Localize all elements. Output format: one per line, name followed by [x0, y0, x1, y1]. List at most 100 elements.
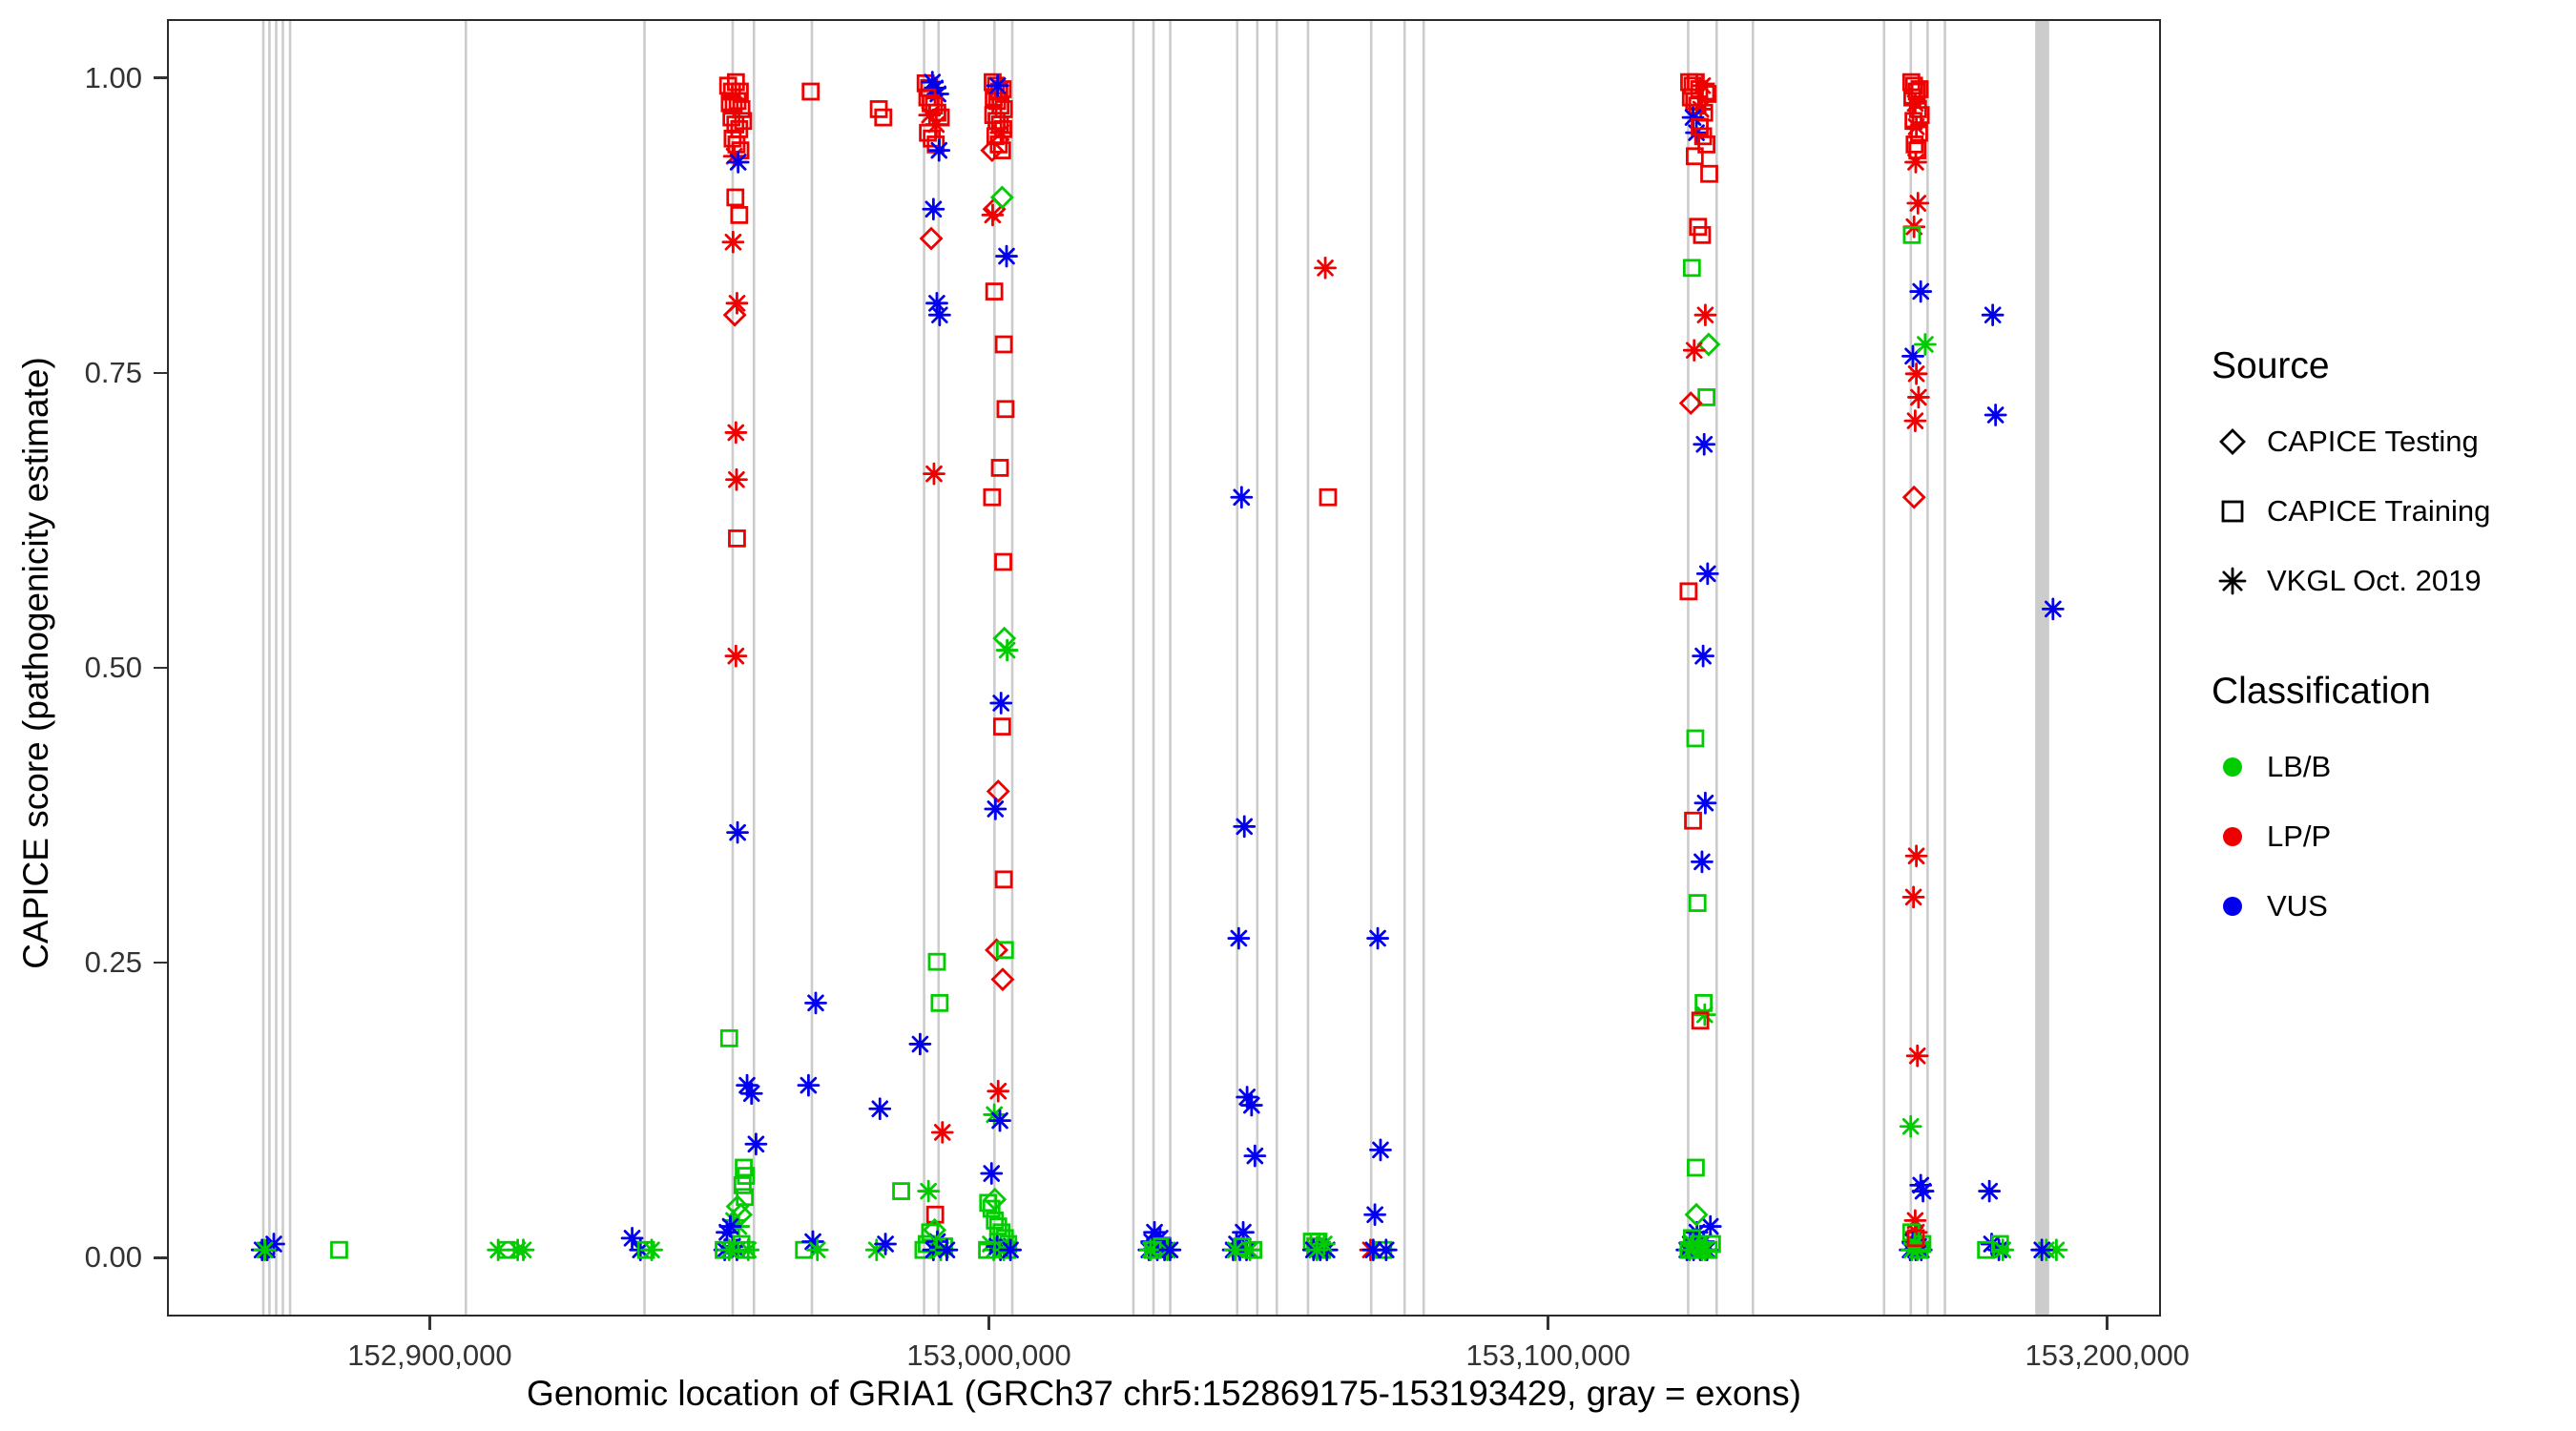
- data-point: [1693, 225, 1712, 244]
- legend-classification-title: Classification: [2212, 671, 2431, 712]
- data-point: [987, 1079, 1010, 1103]
- data-point: [722, 302, 747, 327]
- data-point: [983, 1187, 1008, 1212]
- data-point: [908, 1032, 932, 1056]
- data-point: [994, 870, 1013, 889]
- data-point: [725, 467, 748, 491]
- data-point: [1158, 1238, 1182, 1262]
- legend-item-label: VUS: [2267, 888, 2328, 923]
- data-point: [994, 335, 1013, 354]
- exon-band: [1752, 21, 1755, 1315]
- data-point: [1682, 259, 1701, 278]
- data-point: [1139, 1238, 1162, 1262]
- data-point: [1243, 1144, 1267, 1168]
- data-point: [994, 552, 1012, 571]
- data-point: [1681, 1233, 1705, 1255]
- data-point: [1700, 164, 1718, 183]
- data-point: [726, 188, 745, 207]
- data-point: [978, 1240, 996, 1259]
- exon-band: [1926, 21, 1929, 1315]
- data-point: [986, 778, 1010, 803]
- y-tick-label: 1.00: [84, 60, 142, 94]
- data-point: [726, 820, 749, 844]
- data-point: [1905, 1238, 1929, 1262]
- y-tick-label: 0.00: [84, 1240, 142, 1275]
- data-point: [1682, 339, 1706, 363]
- square-legend-icon: [2221, 500, 2244, 522]
- y-tick-mark: [154, 1255, 167, 1259]
- exon-band: [1010, 21, 1014, 1315]
- x-tick-mark: [1547, 1317, 1550, 1330]
- data-point: [917, 1179, 941, 1203]
- data-point: [996, 400, 1015, 419]
- data-point: [1686, 729, 1705, 748]
- data-point: [733, 1176, 752, 1194]
- data-point: [1904, 362, 1928, 385]
- x-tick-label: 153,000,000: [906, 1338, 1071, 1372]
- data-point: [923, 1217, 947, 1242]
- data-point: [1679, 582, 1698, 601]
- exon-band: [937, 21, 941, 1315]
- exon-band: [752, 21, 756, 1315]
- y-tick-label: 0.50: [84, 651, 142, 684]
- data-point: [1684, 811, 1702, 830]
- data-point: [995, 244, 1018, 268]
- data-point: [801, 1230, 824, 1254]
- exon-band: [1687, 21, 1690, 1315]
- legend-item-label: CAPICE Training: [2267, 493, 2491, 528]
- legend-item-label: CAPICE Testing: [2267, 424, 2479, 458]
- exon-band: [1714, 21, 1718, 1315]
- data-point: [892, 1182, 910, 1200]
- data-point: [1678, 1238, 1701, 1262]
- data-point: [1239, 1093, 1263, 1117]
- data-point: [1319, 487, 1338, 507]
- data-point: [721, 230, 745, 254]
- data-point: [1899, 1114, 1922, 1138]
- x-tick-label: 152,900,000: [347, 1338, 512, 1372]
- data-point: [1691, 1011, 1710, 1030]
- legend-item: VUS: [2212, 871, 2574, 941]
- data-point: [724, 421, 748, 445]
- data-point: [989, 121, 1013, 145]
- dot-legend-icon: [2223, 826, 2242, 846]
- x-tick-label: 153,100,000: [1465, 1338, 1631, 1372]
- data-point: [715, 1240, 733, 1259]
- data-point: [1236, 1086, 1259, 1109]
- data-point: [930, 1121, 954, 1144]
- plot-canvas: [250, 21, 2068, 1315]
- exon-band: [1306, 21, 1310, 1315]
- legend-item: CAPICE Training: [2212, 476, 2574, 546]
- y-tick-label: 0.25: [84, 945, 142, 980]
- exon-band: [810, 21, 814, 1315]
- data-point: [1374, 1238, 1398, 1262]
- data-point: [927, 952, 946, 971]
- x-axis-title: Genomic location of GRIA1 (GRCh37 chr5:1…: [527, 1374, 1801, 1413]
- data-point: [927, 303, 951, 327]
- data-point: [1909, 1173, 1933, 1197]
- legend-item-label: LP/P: [2267, 819, 2332, 853]
- exon-band: [1169, 21, 1172, 1315]
- data-point: [1907, 385, 1930, 409]
- legend-classification-items: LB/B LP/P VUS: [2212, 732, 2574, 941]
- data-point: [981, 203, 1005, 227]
- exon-band: [1882, 21, 1886, 1315]
- exon-band: [465, 21, 467, 1315]
- data-point: [1903, 1209, 1927, 1233]
- dot-legend-icon: [2223, 896, 2242, 916]
- data-point: [2041, 597, 2065, 621]
- exon-band: [1402, 21, 1406, 1315]
- data-point: [1366, 926, 1389, 950]
- data-point: [2045, 1238, 2068, 1262]
- data-point: [730, 206, 749, 224]
- data-point: [983, 487, 1002, 507]
- exon-band: [731, 21, 735, 1315]
- data-point: [980, 138, 1005, 163]
- data-point: [979, 1233, 1002, 1255]
- diamond-legend-icon: [2219, 427, 2246, 455]
- data-point: [1227, 926, 1251, 950]
- data-point: [801, 82, 821, 101]
- data-point: [1904, 151, 1927, 174]
- data-point: [1692, 644, 1714, 668]
- asterisk-legend-icon: [2218, 567, 2247, 594]
- data-point: [925, 291, 948, 315]
